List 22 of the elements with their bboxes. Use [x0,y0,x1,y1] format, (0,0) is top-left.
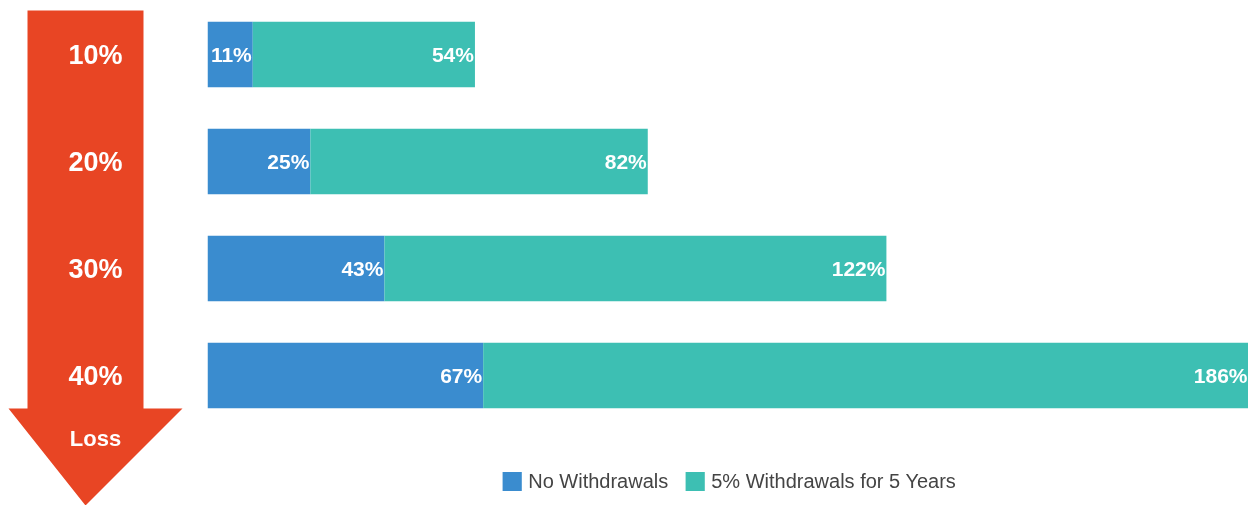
y-tick-label: 40% [68,360,123,391]
legend-label: No Withdrawals [528,469,669,493]
y-tick-label: 30% [68,253,123,284]
y-tick-label: 20% [68,146,123,177]
data-label: 43% [341,257,384,280]
bar [252,21,475,88]
y-tick-label: 10% [68,39,123,70]
bar [310,128,648,195]
legend-label: 5% Withdrawals for 5 Years [711,469,956,493]
bar [207,128,311,195]
data-label: 186% [1193,364,1248,387]
data-label: 25% [267,150,310,173]
data-label: 54% [431,43,475,66]
data-label: 82% [604,150,648,173]
y-axis-title: Loss [69,426,122,451]
data-label: 122% [831,257,886,280]
data-label: 11% [210,43,253,66]
bar [207,342,484,409]
bar [483,342,1248,409]
bar [207,235,385,302]
bar [384,235,887,302]
data-label: 67% [440,364,483,387]
